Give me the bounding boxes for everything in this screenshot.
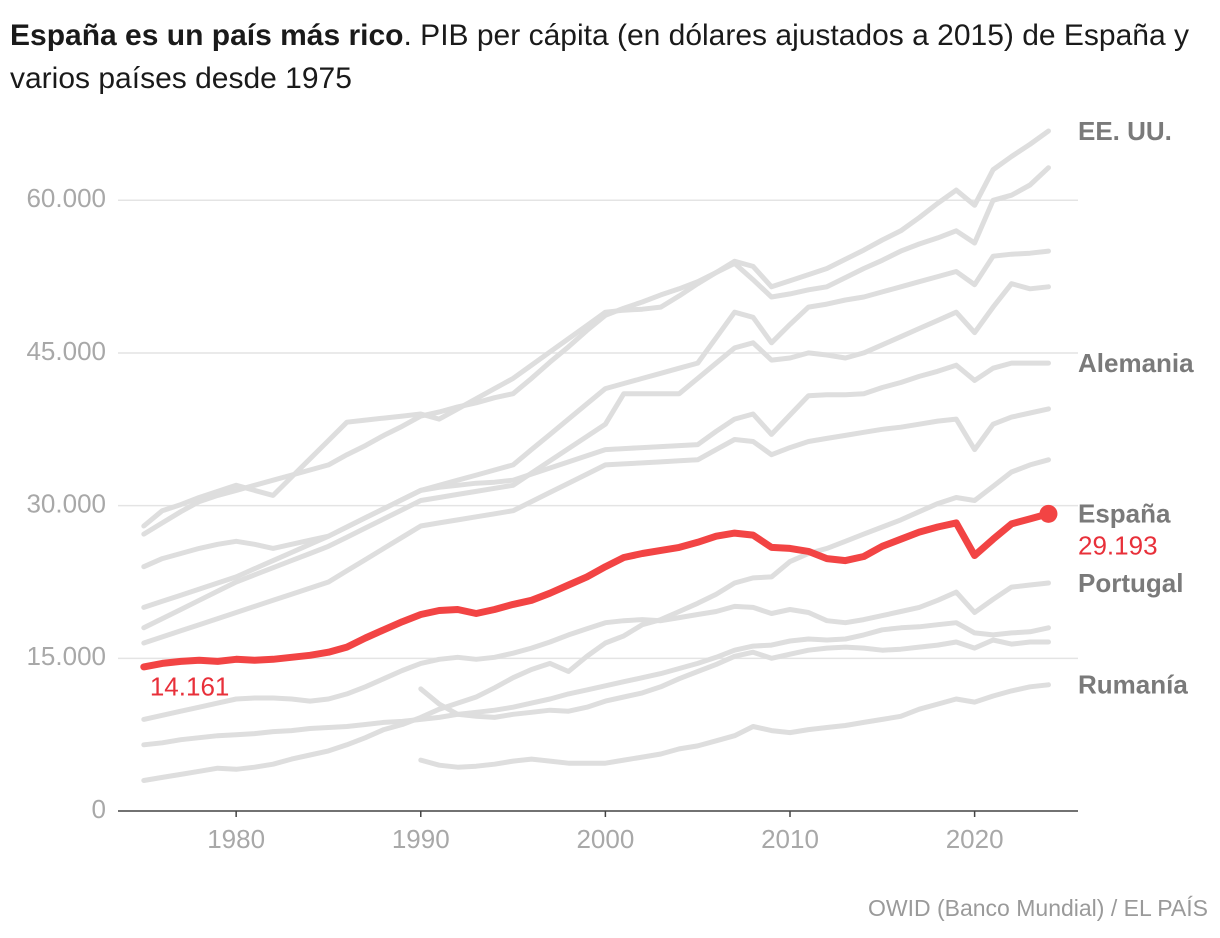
series-label: EE. UU. — [1078, 116, 1172, 146]
y-tick-label: 60.000 — [26, 183, 106, 213]
series-line — [418, 637, 1051, 720]
y-tick-label: 15.000 — [26, 641, 106, 671]
y-tick-label: 0 — [92, 794, 106, 824]
series-label: Rumanía — [1078, 670, 1188, 700]
y-tick-label: 45.000 — [26, 336, 106, 366]
x-tick-label: 1990 — [392, 824, 450, 854]
heading: España es un país más rico. PIB per cápi… — [10, 14, 1190, 100]
x-tick-label: 2020 — [946, 824, 1004, 854]
series-line — [141, 580, 1051, 722]
x-tick-label: 2000 — [576, 824, 634, 854]
chart-subtitle: . PIB per cápita (en dólares ajustados a… — [10, 19, 1190, 95]
x-tick-label: 1980 — [207, 824, 265, 854]
series-label: Alemania — [1078, 348, 1194, 378]
series-line — [140, 510, 1052, 671]
series-label: Portugal — [1078, 568, 1183, 598]
series-line — [418, 682, 1051, 770]
chart-title: España es un país más rico — [10, 19, 404, 52]
value-label: 14.161 — [150, 672, 230, 702]
series-line — [141, 128, 1051, 529]
x-tick-label: 2010 — [761, 824, 819, 854]
y-tick-label: 30.000 — [26, 489, 106, 519]
series-line — [141, 406, 1051, 646]
series-label: España — [1078, 499, 1171, 529]
value-label: 29.193 — [1078, 531, 1158, 561]
series-line — [141, 360, 1051, 570]
series-line — [141, 281, 1051, 631]
end-point — [1039, 504, 1058, 523]
source: OWID (Banco Mundial) / EL PAÍS — [868, 895, 1208, 921]
series-line — [141, 457, 1051, 783]
series-line — [141, 248, 1051, 610]
series-line — [141, 620, 1051, 748]
